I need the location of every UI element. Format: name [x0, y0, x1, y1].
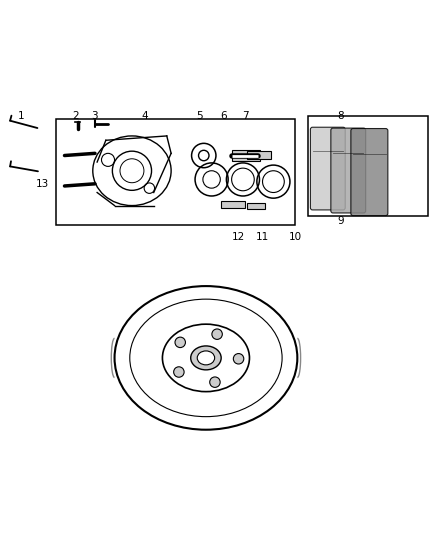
Text: 5: 5 [196, 111, 203, 122]
Circle shape [233, 353, 244, 364]
Bar [56, 118, 295, 225]
Text: 12: 12 [232, 232, 245, 243]
Circle shape [212, 329, 223, 340]
Bar [308, 116, 428, 216]
Text: 1: 1 [18, 111, 24, 122]
Ellipse shape [191, 346, 221, 370]
Circle shape [175, 337, 185, 348]
Text: 10: 10 [289, 232, 302, 243]
FancyBboxPatch shape [331, 128, 366, 213]
Text: 4: 4 [142, 111, 148, 122]
Text: 8: 8 [338, 111, 344, 122]
Bar [247, 151, 271, 158]
Text: 2: 2 [72, 111, 79, 122]
FancyBboxPatch shape [311, 127, 345, 210]
Text: 3: 3 [92, 111, 98, 122]
Ellipse shape [197, 351, 215, 365]
Bar [232, 150, 260, 161]
Text: 11: 11 [256, 232, 269, 243]
Bar [221, 201, 245, 208]
FancyBboxPatch shape [351, 128, 388, 215]
Text: 9: 9 [338, 216, 344, 226]
Circle shape [210, 377, 220, 387]
Text: 13: 13 [36, 179, 49, 189]
Text: 6: 6 [220, 111, 226, 122]
Text: 7: 7 [242, 111, 248, 122]
Bar [247, 203, 265, 208]
Circle shape [173, 367, 184, 377]
